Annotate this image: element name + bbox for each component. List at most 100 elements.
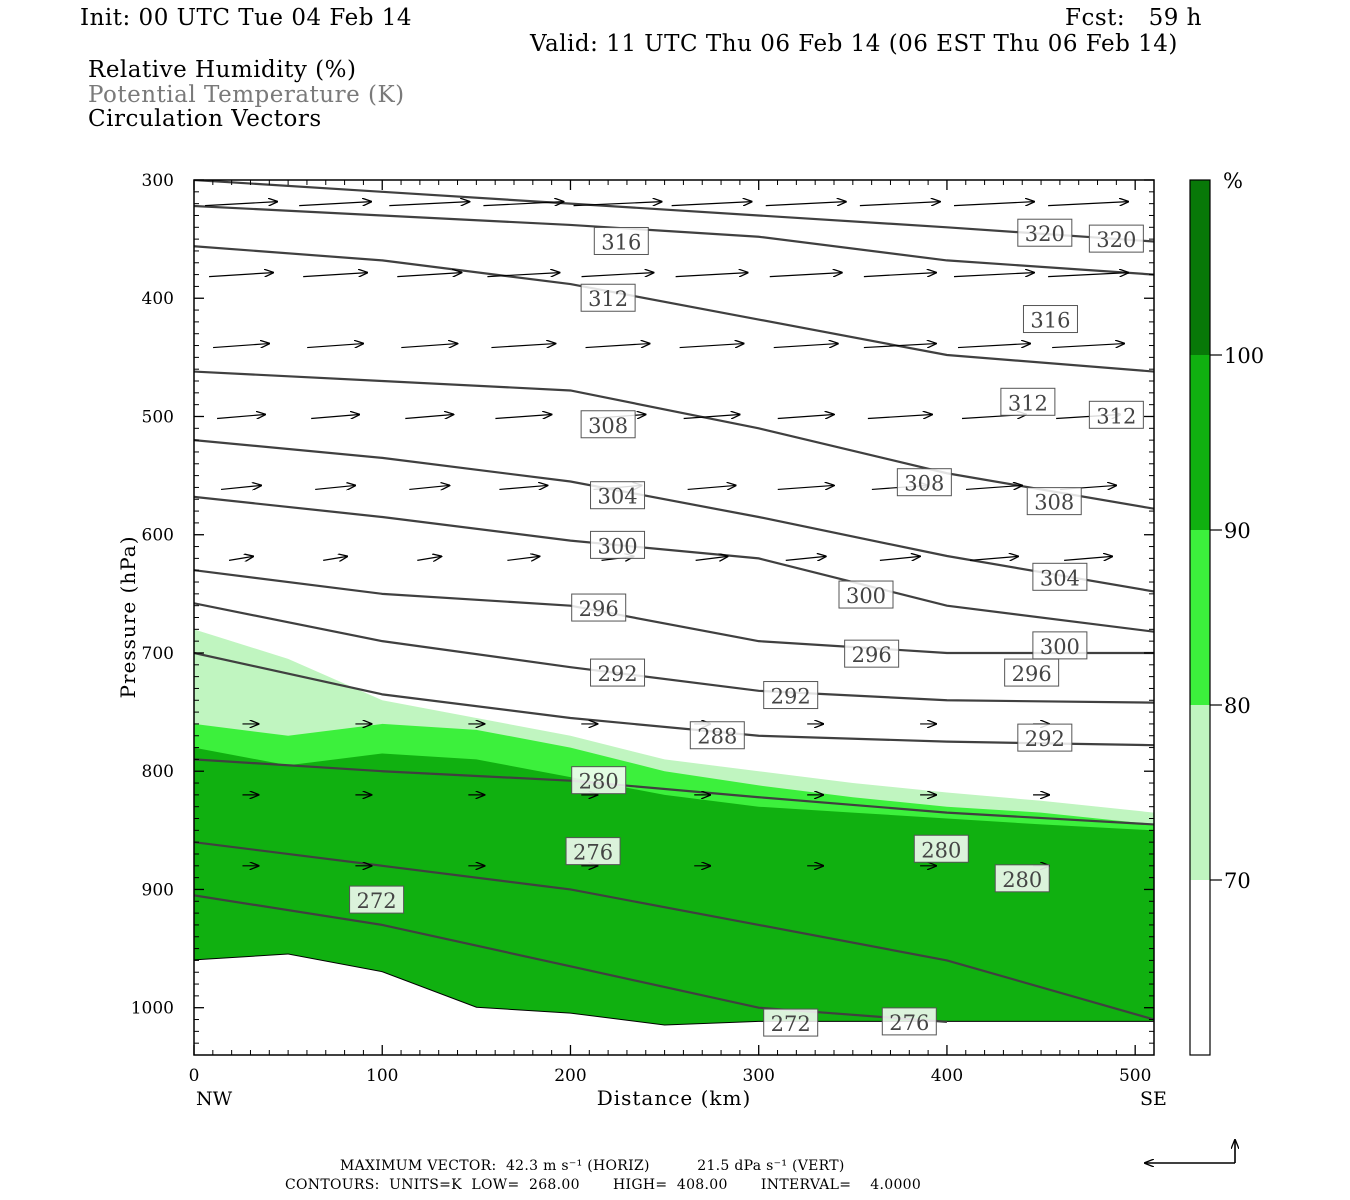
contour-label-box (1022, 305, 1078, 334)
valid-time: Valid: 11 UTC Thu 06 Feb 14 (06 EST Thu … (530, 31, 1178, 57)
field-theta-label: Potential Temperature (K) (88, 82, 405, 108)
wind-vector (785, 556, 826, 560)
theta-contour-272 (194, 894, 948, 1023)
colorbar-segment (1190, 355, 1210, 530)
contour-label-text: 272 (771, 1012, 811, 1036)
contour-label-text: 292 (597, 662, 637, 686)
contour-label-box (763, 681, 819, 710)
contour-label-box (1017, 723, 1073, 752)
contour-label-box (1026, 487, 1082, 516)
nw-end-label: NW (196, 1088, 233, 1110)
y-tick-label: 500 (142, 407, 174, 427)
contour-label-box (593, 226, 649, 255)
theta-contour-300 (194, 495, 1154, 633)
contour-label-text: 280 (1002, 868, 1042, 892)
forecast-hour: Fcst: 59 h (1065, 5, 1202, 31)
wind-vector (585, 344, 650, 349)
contour-label-box (590, 481, 646, 510)
contour-label: 280 (994, 864, 1050, 893)
contour-label-box (565, 837, 621, 866)
wind-vector (687, 485, 736, 489)
wind-vector (671, 202, 752, 207)
colorbar-segment (1190, 180, 1210, 355)
colorbar-segment (1190, 705, 1210, 880)
contour-label-box (1017, 218, 1073, 247)
wind-vector (879, 556, 920, 560)
theta-contour-308 (194, 370, 1154, 510)
contour-label-box (1088, 224, 1144, 253)
contour-label-box (1032, 562, 1088, 591)
contour-label: 292 (763, 681, 819, 710)
x-tick-label: 500 (1119, 1066, 1151, 1086)
contour-label-text: 312 (1096, 404, 1136, 428)
contour-label: 312 (1088, 400, 1144, 429)
contour-label-text: 308 (1034, 491, 1074, 515)
theta-contour-layer (194, 180, 1154, 1023)
wind-vector (205, 202, 277, 207)
contour-label: 316 (1022, 305, 1078, 334)
contour-label: 312 (1000, 387, 1056, 416)
contour-label-text: 300 (846, 584, 886, 608)
theta-contour-296 (194, 569, 1154, 655)
x-axis-title: Distance (km) (597, 1086, 752, 1110)
contour-label: 280 (571, 766, 627, 795)
wind-vector (405, 414, 453, 418)
y-tick-label: 1000 (131, 999, 174, 1019)
contour-label: 300 (590, 530, 646, 559)
wind-vector (209, 273, 273, 278)
contour-info-note: CONTOURS: UNITS=K LOW= 268.00 HIGH= 408.… (285, 1177, 922, 1193)
contour-label-box (590, 530, 646, 559)
colorbar-level-label: 70 (1224, 869, 1251, 893)
contour-label-text: 304 (1040, 566, 1080, 590)
wind-vector (969, 556, 1018, 560)
colorbar-level-label: 80 (1224, 694, 1251, 718)
reference-vector-icon (1145, 1140, 1235, 1163)
wind-vector (965, 485, 1022, 489)
theta-contour-280 (194, 758, 1154, 826)
init-time: Init: 00 UTC Tue 04 Feb 14 (80, 5, 413, 31)
contour-label-box (580, 283, 636, 312)
wind-vector (863, 344, 936, 349)
wind-vector (777, 414, 834, 418)
wind-vector (311, 414, 359, 418)
contour-label: 300 (838, 580, 894, 609)
contour-label-text: 296 (579, 597, 619, 621)
contour-label: 308 (580, 410, 636, 439)
colorbar-segment (1190, 880, 1210, 1055)
wind-vector (953, 202, 1034, 207)
wind-vector (217, 414, 265, 418)
contour-label: 312 (580, 283, 636, 312)
wind-vector (417, 556, 441, 560)
contour-label-text: 304 (597, 485, 637, 509)
contour-label: 296 (1004, 658, 1060, 687)
contour-label-box (580, 410, 636, 439)
wind-vector (679, 344, 744, 349)
contour-label-text: 300 (1040, 635, 1080, 659)
wind-vector (495, 414, 551, 418)
contour-label: 280 (913, 834, 969, 863)
wind-vector (1048, 273, 1128, 278)
rh-band-90 (194, 747, 1154, 1026)
y-tick-label: 400 (142, 289, 174, 309)
wind-vector (769, 273, 842, 278)
se-end-label: SE (1140, 1088, 1167, 1110)
x-tick-label: 100 (366, 1066, 398, 1086)
contour-label-text: 300 (597, 534, 637, 558)
contour-label-text: 288 (697, 725, 737, 749)
contour-label-text: 280 (921, 838, 961, 862)
contour-label-box (1000, 387, 1056, 416)
wind-vector (765, 202, 846, 207)
theta-contour-316 (194, 204, 1154, 276)
wind-vector (1048, 202, 1128, 207)
contour-label-text: 312 (588, 287, 628, 311)
contour-label-box (844, 639, 900, 668)
contour-label-text: 320 (1096, 228, 1136, 252)
wind-vector (491, 344, 555, 349)
contour-label: 288 (689, 721, 745, 750)
contour-label-text: 276 (889, 1011, 929, 1035)
y-axis-title: Pressure (hPa) (116, 536, 140, 699)
colorbar: % 70 80 90 100 (1189, 169, 1264, 1056)
colorbar-frame (1189, 179, 1211, 1056)
wind-vector (487, 273, 559, 278)
